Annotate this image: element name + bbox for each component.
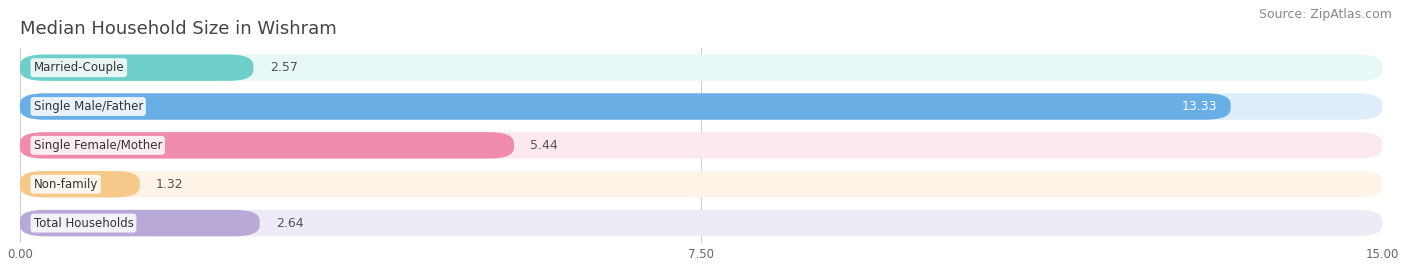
FancyBboxPatch shape bbox=[20, 132, 515, 159]
Text: Single Male/Father: Single Male/Father bbox=[34, 100, 143, 113]
FancyBboxPatch shape bbox=[20, 171, 1382, 198]
Text: Total Households: Total Households bbox=[34, 217, 134, 230]
Text: Non-family: Non-family bbox=[34, 178, 98, 191]
FancyBboxPatch shape bbox=[20, 54, 1382, 81]
Text: 1.32: 1.32 bbox=[156, 178, 184, 191]
Text: Married-Couple: Married-Couple bbox=[34, 61, 124, 74]
FancyBboxPatch shape bbox=[20, 93, 1230, 120]
Text: 5.44: 5.44 bbox=[530, 139, 558, 152]
FancyBboxPatch shape bbox=[20, 210, 1382, 236]
FancyBboxPatch shape bbox=[20, 93, 1382, 120]
FancyBboxPatch shape bbox=[20, 210, 260, 236]
Text: 13.33: 13.33 bbox=[1181, 100, 1218, 113]
FancyBboxPatch shape bbox=[20, 54, 253, 81]
Text: Source: ZipAtlas.com: Source: ZipAtlas.com bbox=[1258, 8, 1392, 21]
Text: Median Household Size in Wishram: Median Household Size in Wishram bbox=[20, 20, 336, 38]
FancyBboxPatch shape bbox=[20, 132, 1382, 159]
Text: 2.57: 2.57 bbox=[270, 61, 298, 74]
Text: 2.64: 2.64 bbox=[276, 217, 304, 230]
FancyBboxPatch shape bbox=[20, 171, 139, 198]
Text: Single Female/Mother: Single Female/Mother bbox=[34, 139, 162, 152]
